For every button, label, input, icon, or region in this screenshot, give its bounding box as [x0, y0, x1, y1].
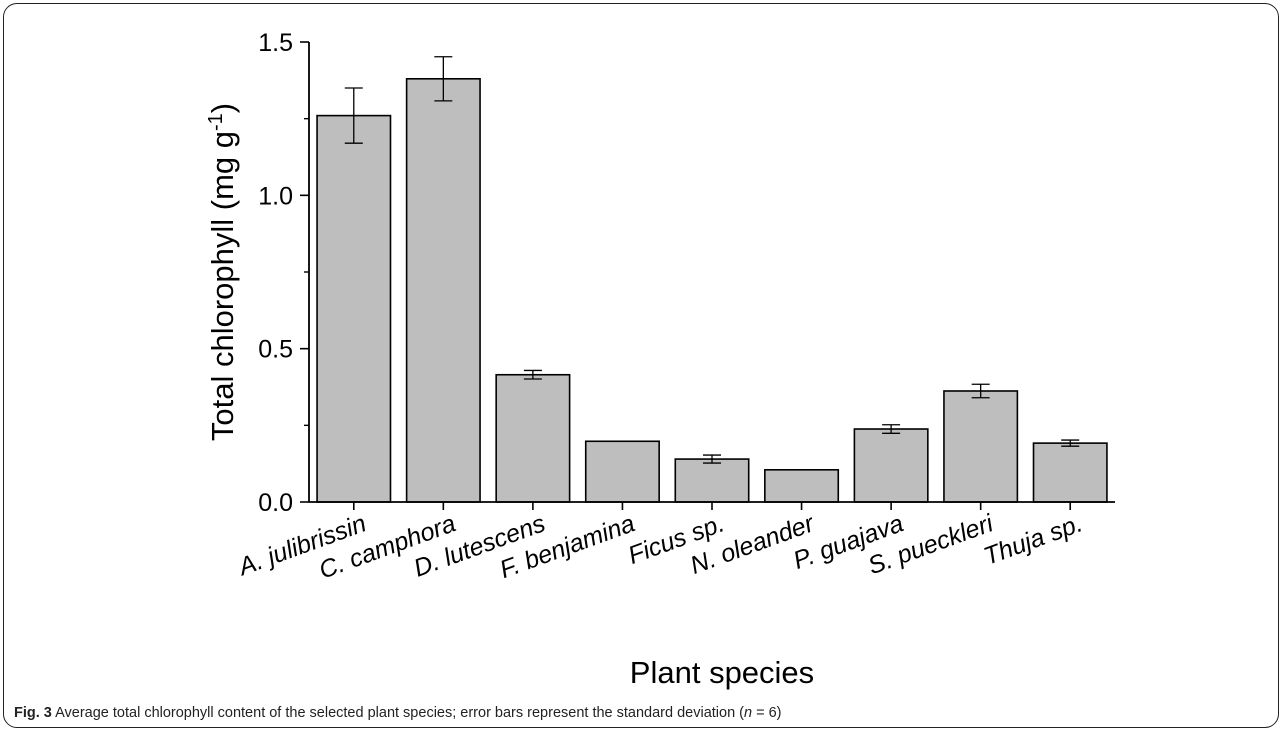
- error-bar-0: [344, 87, 363, 144]
- error-bar-7: [971, 383, 990, 399]
- bars-group: [316, 78, 1108, 503]
- x-axis-title: Plant species: [630, 655, 814, 690]
- error-bar-8: [1061, 439, 1080, 447]
- bar-6: [853, 428, 929, 503]
- y-tick-label-3: 1.5: [258, 29, 293, 57]
- error-bar-4: [703, 454, 721, 464]
- bar-5: [764, 468, 840, 503]
- y-axis-title-end: ): [205, 103, 240, 113]
- caption-label: Fig. 3: [14, 705, 52, 721]
- caption-n-text: = 6): [752, 705, 782, 721]
- bar-4: [674, 458, 750, 503]
- y-axis-title-sup: -1: [205, 113, 227, 131]
- error-bar-2: [523, 369, 542, 380]
- x-tick-label-8: Thuja sp.: [980, 509, 1086, 570]
- y-tick-label-1: 0.5: [258, 336, 293, 364]
- y-axis-title-main: Total chlorophyll (mg g: [205, 131, 240, 441]
- bar-1: [405, 78, 481, 503]
- error-bars-group: [344, 56, 1080, 464]
- figure-caption: Fig. 3 Average total chlorophyll content…: [14, 705, 782, 721]
- y-tick-label-2: 1.0: [258, 182, 293, 210]
- bar-0: [316, 114, 392, 503]
- caption-text: Average total chlorophyll content of the…: [51, 705, 744, 721]
- error-bar-1: [434, 56, 453, 102]
- y-axis-title: Total chlorophyll (mg g-1): [205, 103, 240, 441]
- axes-group: [300, 41, 1115, 510]
- caption-n-symbol: n: [744, 705, 753, 721]
- figure-frame: [3, 3, 1279, 728]
- y-tick-label-0: 0.0: [258, 489, 293, 517]
- error-bar-6: [882, 424, 901, 434]
- bar-7: [943, 390, 1019, 503]
- bar-8: [1032, 442, 1108, 503]
- bar-2: [495, 373, 571, 503]
- bar-3: [584, 440, 660, 503]
